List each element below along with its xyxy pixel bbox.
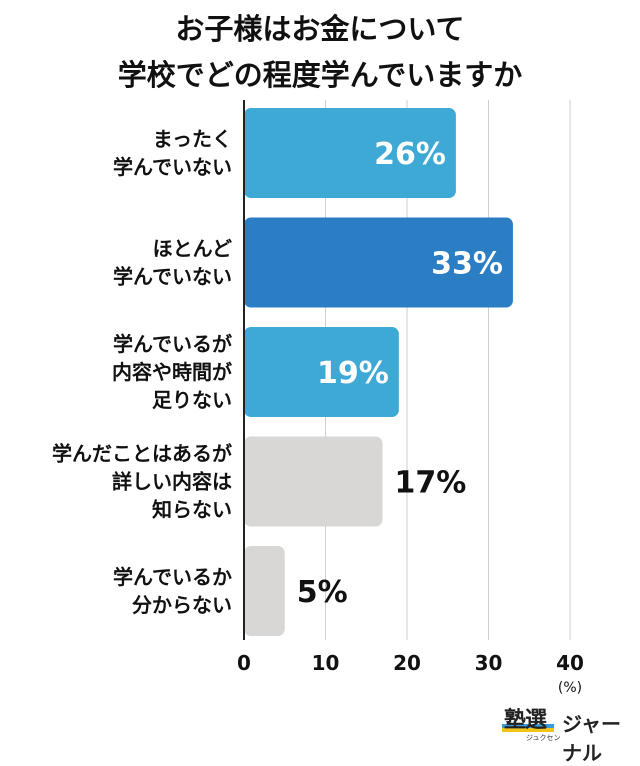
logo-kanji: 塾選 [504, 707, 547, 733]
logo-stripe-yellow [502, 728, 554, 732]
category-label-4-line-2: 詳しい内容は [112, 470, 232, 494]
category-label-4-line-1: 学んだことはあるが [52, 442, 232, 466]
x-tick-label-0: 0 [237, 651, 251, 675]
bar-2 [244, 217, 513, 308]
value-label-2: 33% [431, 247, 503, 282]
value-label-1: 26% [374, 137, 446, 172]
category-label-2-line-2: 学んでいない [113, 265, 232, 289]
category-label-3-line-3: 足りない [152, 388, 232, 412]
x-tick-label-10: 10 [312, 651, 340, 675]
category-label-2-line-1: ほとんど [153, 237, 232, 261]
chart-title: お子様はお金について 学校でどの程度学んでいますか [0, 6, 640, 98]
category-label-1-line-2: 学んでいない [113, 155, 232, 179]
bar-3 [244, 327, 399, 417]
chart-title-line-1: お子様はお金について [175, 12, 465, 46]
bar-4 [244, 436, 383, 527]
bar-chart: 26%まったく学んでいない33%ほとんど学んでいない19%学んでいるが内容や時間… [52, 100, 584, 696]
category-label-3-line-1: 学んでいるが [113, 332, 232, 356]
chart-title-line-2: 学校でどの程度学んでいますか [117, 58, 523, 92]
category-label-4-line-3: 知らない [152, 498, 232, 522]
category-label-5-line-1: 学んでいるか [113, 565, 232, 589]
logo-subtext: ジュクセン [526, 734, 561, 742]
x-tick-label-30: 30 [475, 651, 503, 675]
category-label-1-line-1: まったく [153, 127, 232, 151]
logo-stripe-blue [502, 724, 554, 728]
bar-1 [244, 108, 456, 198]
value-label-4: 17% [395, 466, 467, 501]
x-tick-label-20: 20 [393, 651, 421, 675]
category-label-3-line-2: 内容や時間が [112, 360, 232, 384]
x-tick-label-40: 40 [556, 651, 584, 675]
logo-text: ジャーナル [562, 712, 621, 765]
brand-logo: 塾選 ジュクセン ジャーナル [500, 700, 635, 765]
bar-5 [244, 546, 285, 636]
value-label-3: 19% [317, 356, 389, 391]
value-label-5: 5% [297, 575, 348, 610]
x-axis-unit: (%) [558, 680, 582, 696]
category-label-5-line-2: 分からない [132, 593, 232, 617]
